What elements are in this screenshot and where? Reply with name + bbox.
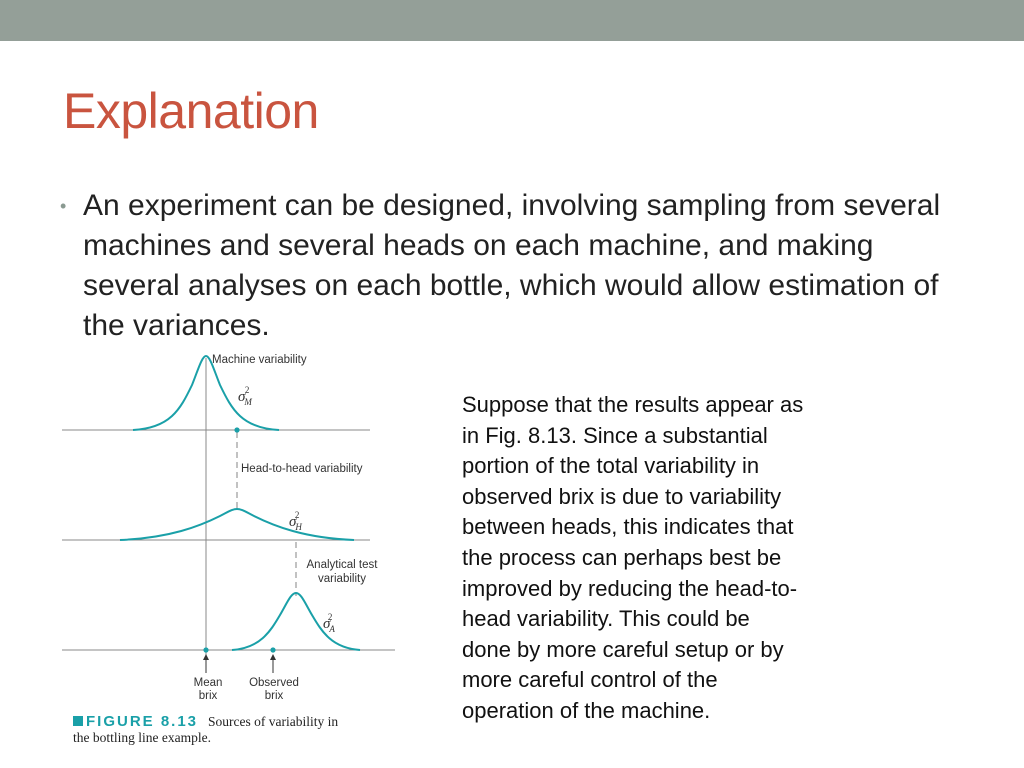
caption-square-icon	[73, 716, 83, 726]
analytical-curve	[231, 591, 361, 651]
side-text-line: observed brix is due to variability	[462, 483, 782, 509]
observed-brix-dot	[270, 647, 276, 653]
figure-caption: FIGURE 8.13 Sources of variability in the…	[73, 714, 403, 746]
head-curve	[119, 507, 355, 541]
mean-arrow-head	[203, 654, 209, 660]
caption-text-2: the bottling line example.	[73, 730, 211, 745]
side-text-line: the process can perhaps best be	[462, 544, 782, 570]
top-bar	[0, 0, 1024, 41]
side-text-line: between heads, this indicates that	[462, 514, 794, 540]
head-variability-label: Head-to-head variability	[241, 463, 363, 475]
head-mean-dot	[234, 427, 240, 433]
mean-brix-label-line2: brix	[199, 690, 218, 702]
bullet-marker: •	[60, 196, 67, 216]
machine-curve	[132, 354, 280, 431]
side-text-line: done by more careful setup or by	[462, 636, 784, 662]
bullet-list: • An experiment can be designed, involvi…	[60, 186, 960, 336]
variability-figure: Machine variability σM2 Head-to-head var…	[60, 340, 410, 755]
mean-brix-label-line1: Mean	[194, 677, 223, 689]
side-text-line: improved by reducing the head-to-	[462, 575, 798, 601]
caption-text-1: Sources of variability in	[208, 714, 339, 729]
mean-brix-dot	[203, 647, 209, 653]
side-text-line: more careful control of the	[462, 667, 718, 693]
side-text-line: portion of the total variability in	[462, 453, 760, 479]
slide-title: Explanation	[63, 83, 319, 139]
sigma-h-label: σH2	[289, 510, 302, 532]
side-text-line: in Fig. 8.13. Since a substantial	[462, 422, 768, 448]
side-text-line: head variability. This could be	[462, 606, 750, 632]
side-text-line: operation of the machine.	[462, 697, 711, 723]
observed-brix-label-line2: brix	[265, 690, 284, 702]
observed-brix-label-line1: Observed	[249, 677, 299, 689]
analytical-label-line1: Analytical test	[307, 559, 379, 571]
observed-arrow-head	[270, 654, 276, 660]
analytical-label-line2: variability	[318, 573, 366, 585]
bullet-text: An experiment can be designed, involving…	[83, 189, 941, 336]
figure-number: FIGURE 8.13	[86, 713, 199, 730]
sigma-m-label: σM2	[238, 385, 252, 407]
side-paragraph: Suppose that the results appear as in Fi…	[462, 390, 872, 727]
sigma-a-label: σA2	[323, 612, 335, 634]
machine-variability-label: Machine variability	[212, 354, 307, 366]
side-text-line: Suppose that the results appear as	[462, 392, 804, 417]
variability-diagram: Machine variability σM2 Head-to-head var…	[62, 354, 395, 702]
